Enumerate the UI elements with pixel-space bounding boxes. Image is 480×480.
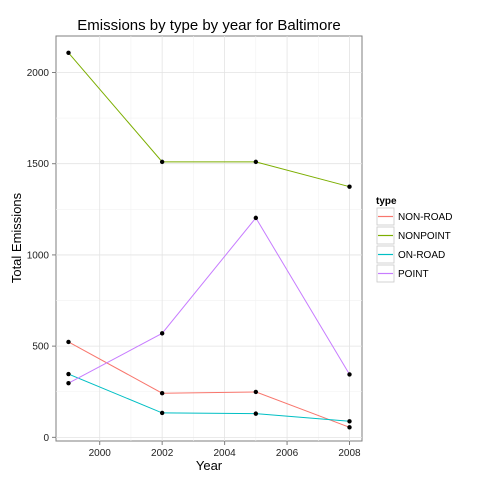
legend-label: ON-ROAD (398, 250, 445, 261)
legend-item-non-road: NON-ROAD (376, 207, 452, 226)
legend: type NON-ROAD NONPOINT ON-ROAD POINT (376, 196, 452, 283)
series-line-nonpoint (68, 52, 350, 188)
y-tick-label: 1000 (27, 250, 50, 261)
data-point-non-road (347, 425, 352, 430)
x-tick-label: 2004 (213, 448, 236, 459)
legend-item-point: POINT (376, 264, 429, 283)
minor-gridlines (56, 36, 362, 441)
data-point-on-road (159, 410, 165, 416)
data-point-nonpoint (66, 50, 71, 55)
data-point-point (159, 331, 165, 336)
data-point-on-road (66, 371, 71, 377)
series-points (66, 50, 352, 430)
data-point-non-road (66, 339, 71, 345)
data-point-nonpoint (159, 159, 165, 165)
y-tick-label: 1500 (27, 159, 50, 170)
x-tick-label: 2008 (338, 448, 361, 459)
plot-panel (55, 35, 363, 442)
legend-label: NONPOINT (398, 231, 451, 242)
x-tick-label: 2000 (89, 448, 112, 459)
x-tick-label: 2006 (276, 448, 299, 459)
legend-items: NON-ROAD NONPOINT ON-ROAD POINT (376, 207, 452, 283)
legend-title: type (376, 196, 397, 207)
legend-label: NON-ROAD (398, 212, 452, 223)
x-axis-title: Year (196, 458, 223, 473)
series-line-non-road (68, 341, 350, 428)
data-point-on-road (253, 411, 259, 416)
data-point-point (347, 372, 352, 377)
y-axis-ticks: 0 500 1000 1500 2000 (27, 68, 56, 444)
data-point-on-road (347, 419, 352, 424)
y-axis-title: Total Emissions (9, 192, 24, 283)
x-axis-ticks: 2000 2002 2004 2006 2008 (89, 441, 361, 459)
series-lines (68, 52, 350, 428)
series-line-on-road (68, 373, 350, 422)
data-point-non-road (159, 391, 165, 396)
legend-label: POINT (398, 269, 429, 280)
data-point-nonpoint (253, 159, 259, 165)
series-line-point (68, 217, 350, 384)
plot-background (55, 35, 363, 442)
y-tick-label: 500 (32, 342, 49, 353)
x-tick-label: 2002 (151, 448, 174, 459)
data-point-non-road (253, 389, 259, 395)
data-point-nonpoint (347, 184, 352, 189)
y-tick-label: 0 (43, 433, 49, 444)
legend-item-on-road: ON-ROAD (376, 245, 445, 264)
y-tick-label: 2000 (27, 68, 50, 79)
legend-item-nonpoint: NONPOINT (376, 226, 451, 245)
data-point-point (253, 215, 259, 221)
chart-title: Emissions by type by year for Baltimore (77, 17, 340, 34)
data-point-point (66, 380, 71, 386)
